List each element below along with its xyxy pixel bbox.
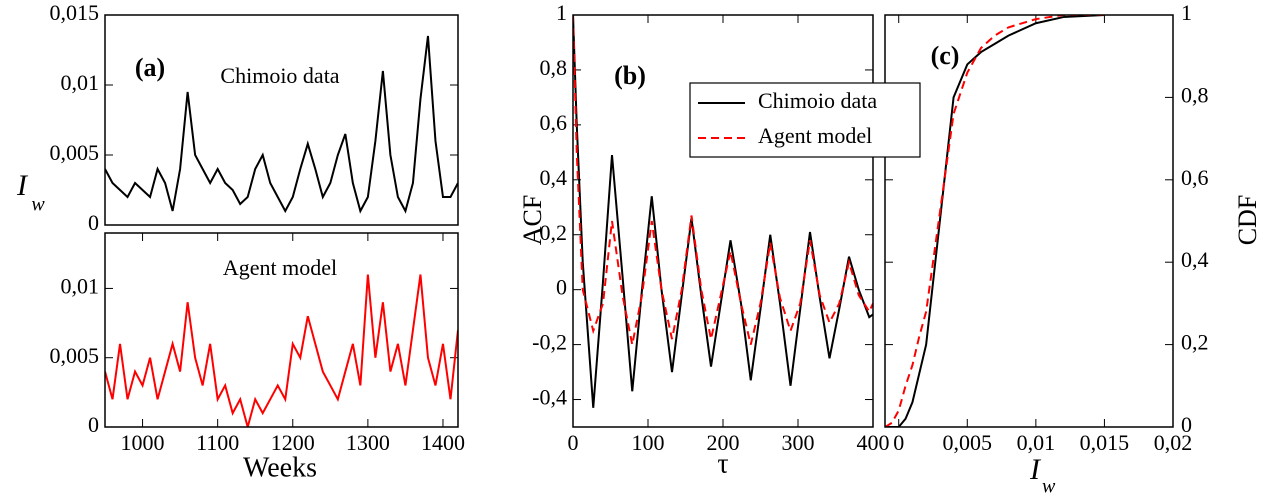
x-tick-label: 1200 — [271, 430, 315, 455]
y-tick-label: 0,2 — [1181, 330, 1209, 355]
legend-label: Chimoio data — [758, 88, 877, 113]
y-tick-label: 0,015 — [50, 0, 100, 25]
y-tick-label: 0,6 — [1181, 165, 1209, 190]
x-axis-label: τ — [717, 448, 728, 479]
x-tick-label: 0,005 — [943, 430, 993, 455]
y-tick-label: 0,005 — [50, 343, 100, 368]
x-tick-label: 0,015 — [1080, 430, 1130, 455]
y-tick-label: 1 — [556, 0, 567, 25]
x-axis-label-sub: w — [1042, 476, 1056, 498]
y-tick-label: 0,8 — [540, 55, 568, 80]
plot-frame — [884, 14, 1174, 428]
x-tick-label: 1400 — [421, 430, 465, 455]
y-tick-label: 0,4 — [540, 165, 568, 190]
y-axis-label: CDF — [1233, 195, 1262, 246]
panel-label: (b) — [614, 61, 646, 90]
x-tick-label: 1000 — [121, 430, 165, 455]
legend-label: Agent model — [758, 123, 872, 148]
y-tick-label: 0,4 — [1181, 247, 1209, 272]
panel-label: (c) — [931, 41, 960, 70]
y-tick-label: 0,6 — [540, 110, 568, 135]
y-tick-label: 0 — [1181, 412, 1192, 437]
y-tick-label: 0,01 — [61, 273, 100, 298]
series-line — [573, 15, 873, 345]
x-axis-label: Weeks — [243, 452, 317, 483]
plot-frame — [572, 14, 874, 428]
x-tick-label: 0 — [893, 430, 904, 455]
x-tick-label: 0,01 — [1017, 430, 1056, 455]
x-tick-label: 0 — [568, 430, 579, 455]
series-line — [885, 15, 1105, 427]
y-tick-label: 0 — [556, 275, 567, 300]
x-axis-label: I — [1029, 453, 1042, 486]
x-tick-label: 100 — [632, 430, 665, 455]
y-axis-label: ACF — [518, 195, 547, 246]
x-tick-label: 0,02 — [1154, 430, 1193, 455]
plot-frame — [104, 232, 459, 428]
y-tick-label: 0 — [88, 210, 99, 235]
x-tick-label: 300 — [782, 430, 815, 455]
series-line — [105, 274, 458, 427]
series-line — [885, 15, 1105, 427]
x-tick-label: 200 — [707, 430, 740, 455]
y-tick-label: 0,01 — [61, 70, 100, 95]
y-axis-label: I — [16, 169, 29, 202]
x-tick-label: 1300 — [346, 430, 390, 455]
y-tick-label: -0,2 — [532, 330, 567, 355]
annotation: Agent model — [223, 255, 337, 280]
y-tick-label: 1 — [1181, 0, 1192, 25]
y-axis-label-sub: w — [31, 194, 45, 216]
x-tick-label: 400 — [857, 430, 890, 455]
y-tick-label: -0,4 — [532, 385, 567, 410]
x-tick-label: 1100 — [196, 430, 239, 455]
legend-box — [689, 82, 921, 158]
y-tick-label: 0,005 — [50, 140, 100, 165]
annotation: Chimoio data — [220, 63, 339, 88]
panel-label: (a) — [135, 53, 165, 82]
plot-frame — [104, 14, 459, 226]
series-line — [105, 35, 458, 214]
y-tick-label: 0,2 — [540, 220, 568, 245]
series-line — [573, 15, 873, 408]
y-tick-label: 0,8 — [1181, 82, 1209, 107]
y-tick-label: 0 — [88, 412, 99, 437]
